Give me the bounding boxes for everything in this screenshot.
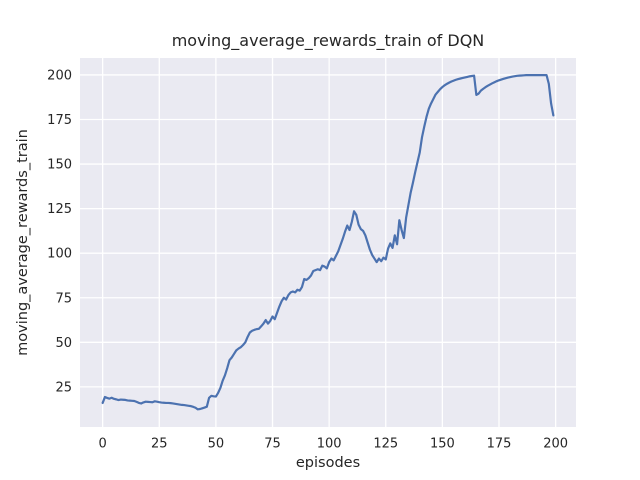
y-tick-label: 50 xyxy=(55,336,72,351)
x-tick-labels: 0 25 50 75 100 125 150 175 200 xyxy=(99,437,569,452)
y-tick-label: 175 xyxy=(47,113,72,128)
x-tick-label: 175 xyxy=(487,437,512,452)
chart-title: moving_average_rewards_train of DQN xyxy=(172,31,485,51)
y-tick-label: 200 xyxy=(47,68,72,83)
y-tick-label: 125 xyxy=(47,202,72,217)
data-line xyxy=(101,74,555,411)
y-axis-label: moving_average_rewards_train xyxy=(15,129,31,356)
x-tick-label: 200 xyxy=(543,437,568,452)
plot-area xyxy=(80,58,576,427)
gridlines xyxy=(80,58,576,427)
x-tick-label: 150 xyxy=(430,437,455,452)
y-tick-label: 100 xyxy=(47,247,72,262)
x-tick-label: 125 xyxy=(373,437,398,452)
y-tick-label: 150 xyxy=(47,158,72,173)
y-tick-labels: 25 50 75 100 125 150 175 200 xyxy=(47,68,72,395)
y-tick-label: 75 xyxy=(55,291,72,306)
x-tick-label: 50 xyxy=(208,437,225,452)
x-tick-label: 25 xyxy=(151,437,168,452)
y-tick-label: 25 xyxy=(55,380,72,395)
x-axis-label: episodes xyxy=(296,455,360,471)
x-tick-label: 100 xyxy=(317,437,342,452)
x-tick-label: 75 xyxy=(264,437,281,452)
x-tick-label: 0 xyxy=(99,437,107,452)
